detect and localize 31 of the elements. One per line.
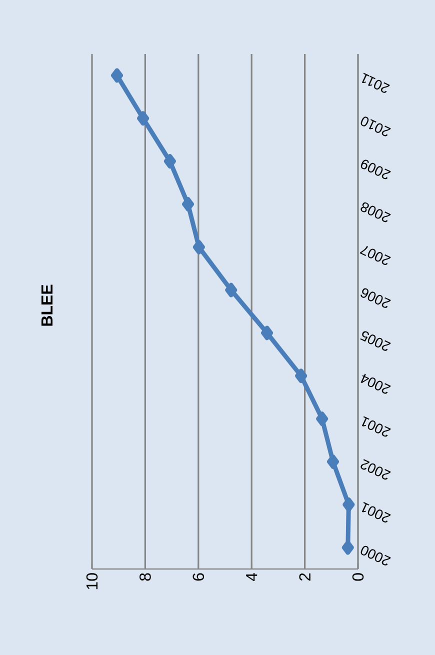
y-tick-label: 2005 xyxy=(360,331,391,351)
y-tick-label: 2008 xyxy=(360,202,391,222)
x-tick-label: 6 xyxy=(192,573,204,581)
x-tick-label: 2 xyxy=(299,573,310,581)
y-tick-label: 2007 xyxy=(360,246,391,265)
y-tick-label: 2001 xyxy=(362,416,391,437)
point xyxy=(261,326,274,340)
text: BLEE xyxy=(41,284,52,326)
y-tick-label: 2000 xyxy=(360,546,391,566)
point xyxy=(342,497,355,512)
x-tick-label: 0 xyxy=(352,573,364,581)
point xyxy=(164,154,176,169)
point xyxy=(316,412,328,426)
point xyxy=(342,540,354,555)
y-tick-label: 2011 xyxy=(362,72,390,93)
y-tick-label: 2010 xyxy=(360,116,391,136)
y-tick-label: 2009 xyxy=(360,160,391,180)
y-tick-label: 2002 xyxy=(360,459,391,480)
x-tick-label: 10 xyxy=(86,573,98,590)
y-tick-label: 2004 xyxy=(360,374,391,394)
y-tick-label: 2006 xyxy=(360,288,391,308)
x-tick-label: 4 xyxy=(246,572,258,582)
point xyxy=(182,196,194,212)
x-tick-label: 8 xyxy=(140,573,151,581)
point xyxy=(111,68,123,83)
point xyxy=(137,111,150,126)
y-tick-label: 2001 xyxy=(362,502,391,522)
point xyxy=(295,368,308,384)
point xyxy=(326,454,339,469)
point xyxy=(192,240,205,254)
point xyxy=(225,282,238,298)
